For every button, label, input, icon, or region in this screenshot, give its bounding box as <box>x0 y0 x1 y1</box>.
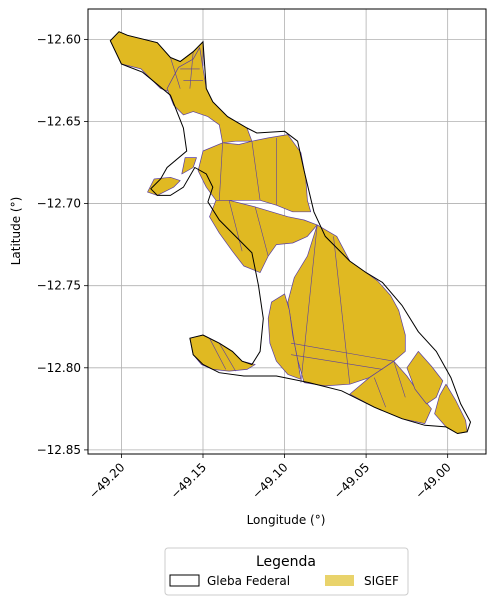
sigef-parcel-central-south-band <box>209 199 318 273</box>
sigef-parcel-boundary <box>170 57 181 89</box>
legend: Legenda Gleba Federal SIGEF <box>164 547 409 596</box>
y-tick-label: −12.70 <box>37 197 81 211</box>
parcel-boundary-layer <box>170 51 406 408</box>
plot-frame <box>87 8 487 455</box>
sigef-parcel-boundary <box>251 141 261 201</box>
y-tick-label: −12.85 <box>37 443 81 457</box>
sigef-parcel-southeast-edge <box>406 351 444 405</box>
sigef-parcel-boundary <box>393 361 406 398</box>
sigef-parcel-boundary <box>219 142 223 201</box>
sigef-layer <box>109 31 468 434</box>
legend-swatch-gleba-federal <box>169 574 200 587</box>
sigef-parcel-boundary <box>254 206 269 257</box>
sigef-parcel-boundary <box>300 224 318 383</box>
plot-area <box>87 8 487 455</box>
sigef-parcel-boundary <box>209 338 227 370</box>
sigef-parcel-boundary <box>219 343 236 372</box>
y-tick-label: −12.60 <box>37 32 81 46</box>
sigef-parcel-south-center <box>267 293 302 380</box>
y-tick-label: −12.80 <box>37 361 81 375</box>
sigef-parcel-boundary <box>374 377 386 408</box>
legend-label-sigef: SIGEF <box>364 574 399 588</box>
sigef-parcel-boundary <box>228 200 243 252</box>
legend-label-gleba-federal: Gleba Federal <box>207 574 290 588</box>
legend-swatch-sigef <box>325 575 354 586</box>
sigef-parcel-southeast-band <box>349 360 432 424</box>
gleba-federal-outline <box>109 31 472 435</box>
y-axis-ticks: −12.60 −12.65 −12.70 −12.75 −12.80 −12.85 <box>37 32 88 457</box>
y-tick-label: −12.65 <box>37 114 81 128</box>
sigef-parcel-west-small <box>181 157 197 175</box>
sigef-parcel-boundary <box>189 51 194 89</box>
sigef-parcel-boundary <box>333 236 351 385</box>
legend-title: Legenda <box>256 554 316 570</box>
sigef-parcel-boundary <box>291 354 383 370</box>
y-tick-label: −12.75 <box>37 279 81 293</box>
sigef-parcel-boundary <box>291 342 394 362</box>
x-axis-title: Longitude (°) <box>247 513 326 527</box>
y-axis-title: Latitude (°) <box>9 197 23 266</box>
